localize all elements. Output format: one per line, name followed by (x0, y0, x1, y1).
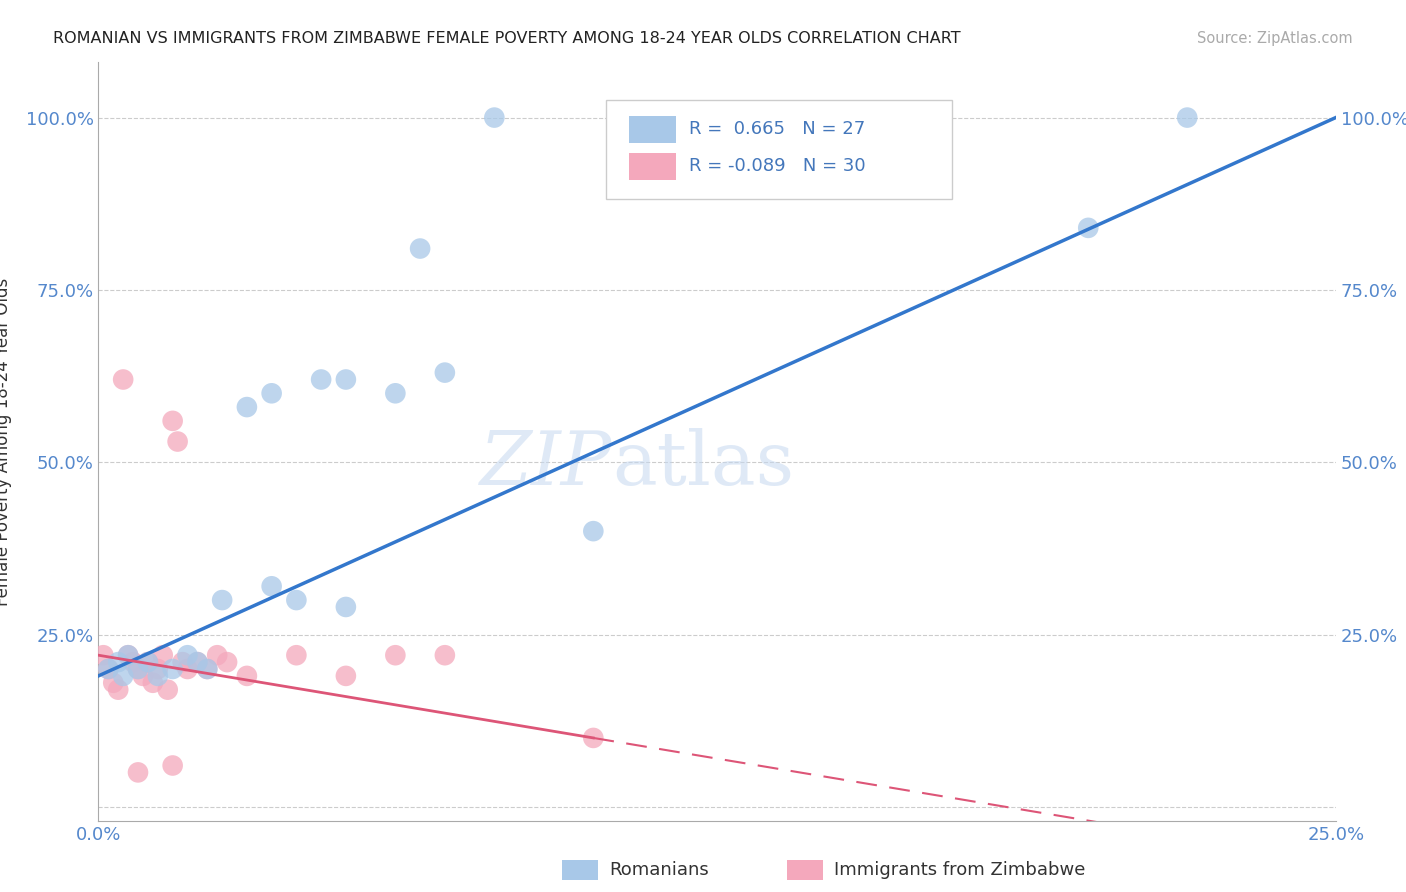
Point (162, 662, 184, 676)
Point (107, 682, 129, 697)
Point (107, 655, 129, 669)
Bar (630, 153, 676, 180)
Point (186, 655, 208, 669)
FancyBboxPatch shape (606, 101, 952, 199)
Point (186, 655, 208, 669)
Point (152, 648, 174, 663)
Point (142, 675, 165, 690)
Point (1077, 220, 1099, 235)
Point (166, 434, 188, 449)
Point (285, 593, 308, 607)
Point (217, 655, 239, 669)
Point (335, 372, 357, 386)
Point (156, 682, 179, 697)
Point (122, 655, 145, 669)
Point (162, 414, 184, 428)
Point (335, 599, 357, 614)
Point (384, 648, 406, 663)
Point (97, 662, 120, 676)
Y-axis label: Female Poverty Among 18-24 Year Olds: Female Poverty Among 18-24 Year Olds (0, 277, 11, 606)
Point (127, 765, 149, 780)
Point (132, 669, 155, 683)
Bar (630, 116, 676, 143)
Text: ROMANIAN VS IMMIGRANTS FROM ZIMBABWE FEMALE POVERTY AMONG 18-24 YEAR OLDS CORREL: ROMANIAN VS IMMIGRANTS FROM ZIMBABWE FEM… (53, 31, 962, 46)
Point (484, 111, 506, 125)
Text: atlas: atlas (612, 428, 794, 500)
Point (112, 669, 135, 683)
Point (97, 662, 120, 676)
Point (236, 400, 259, 414)
Point (136, 655, 159, 669)
Text: Romanians: Romanians (609, 861, 709, 879)
Point (582, 524, 605, 538)
Point (731, 111, 754, 125)
Point (103, 675, 125, 690)
Point (1175, 111, 1198, 125)
Point (127, 662, 149, 676)
Text: ZIP: ZIP (479, 428, 612, 500)
Point (309, 372, 332, 386)
Point (195, 662, 218, 676)
Point (162, 758, 184, 772)
Point (172, 655, 194, 669)
Text: R = -0.089   N = 30: R = -0.089 N = 30 (689, 157, 865, 176)
Point (117, 648, 139, 663)
Point (117, 648, 139, 663)
Point (93, 648, 115, 663)
Point (433, 366, 456, 380)
Text: Immigrants from Zimbabwe: Immigrants from Zimbabwe (834, 861, 1085, 879)
Point (112, 372, 135, 386)
Point (260, 386, 283, 401)
Point (195, 662, 218, 676)
Text: Source: ZipAtlas.com: Source: ZipAtlas.com (1197, 31, 1353, 46)
Point (136, 655, 159, 669)
Point (260, 579, 283, 593)
Point (236, 669, 259, 683)
Point (146, 669, 169, 683)
Point (176, 662, 198, 676)
Point (433, 648, 456, 663)
Point (127, 662, 149, 676)
Point (335, 669, 357, 683)
Point (384, 386, 406, 401)
Point (211, 593, 233, 607)
Point (409, 242, 432, 256)
Point (176, 648, 198, 663)
Text: R =  0.665   N = 27: R = 0.665 N = 27 (689, 120, 865, 138)
Point (582, 731, 605, 745)
Point (205, 648, 228, 663)
Point (146, 662, 169, 676)
Point (285, 648, 308, 663)
